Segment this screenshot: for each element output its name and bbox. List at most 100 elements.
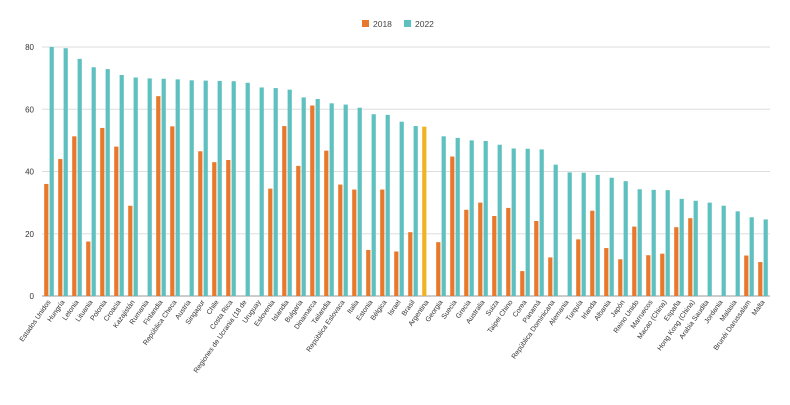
bar-2018-34: [520, 271, 525, 296]
bar-2022-2: [77, 58, 82, 296]
bar-2018-22: [352, 189, 357, 296]
bar-2022-34: [525, 148, 530, 296]
bar-2022-44: [665, 190, 670, 296]
bar-2018-3: [86, 241, 91, 296]
bar-2018-35: [534, 220, 539, 296]
bar-2018-50: [744, 255, 749, 296]
bar-2018-0: [44, 183, 49, 296]
bar-2018-45: [674, 227, 679, 296]
bar-2022-8: [161, 78, 166, 296]
bar-2022-37: [567, 172, 572, 296]
bar-2018-24: [380, 189, 385, 296]
bars: [44, 47, 768, 297]
bar-2022-12: [217, 80, 222, 297]
y-tick-label: 40: [25, 168, 34, 177]
bar-2018-16: [268, 188, 273, 296]
bar-2022-25: [399, 121, 404, 296]
bar-2022-15: [259, 87, 264, 297]
bar-2022-23: [371, 114, 376, 296]
bar-2018-42: [632, 226, 637, 296]
bar-2018-9: [170, 126, 175, 297]
legend-label: 2022: [415, 19, 434, 29]
legend: 2018 2022: [362, 19, 434, 29]
bar-2018-1: [58, 159, 63, 296]
bar-2018-46: [688, 218, 693, 296]
bar-2022-39: [595, 174, 600, 296]
bar-2022-4: [105, 69, 110, 296]
bar-2022-36: [553, 164, 558, 296]
bar-2022-42: [637, 189, 642, 296]
bar-2018-2: [72, 136, 77, 296]
bar-2018-30: [464, 209, 469, 296]
bar-2018-40: [604, 248, 609, 296]
bar-2022-18: [301, 97, 306, 296]
bar-2018-51: [758, 262, 763, 296]
legend-swatch-2018: [362, 20, 369, 27]
y-tick-label: 80: [25, 43, 34, 52]
bar-2022-1: [63, 48, 68, 297]
bar-2022-35: [539, 149, 544, 296]
bar-2022-17: [287, 89, 292, 296]
bar-2022-38: [581, 172, 586, 296]
bar-2022-32: [497, 144, 502, 296]
bar-2018-21: [338, 184, 343, 296]
bar-2022-22: [357, 107, 362, 296]
legend-swatch-2022: [404, 20, 411, 27]
bar-2018-41: [618, 259, 623, 296]
bar-2022-24: [385, 114, 390, 296]
bar-2022-28: [441, 136, 446, 296]
bar-2022-50: [749, 217, 754, 296]
bar-2022-10: [189, 80, 194, 297]
bar-2018-33: [506, 207, 511, 296]
bar-2018-32: [492, 216, 497, 296]
bar-2018-12: [212, 162, 217, 296]
bar-2022-46: [693, 200, 698, 296]
bar-2018-18: [296, 165, 301, 296]
bar-2018-4: [100, 127, 105, 296]
bar-2022-40: [609, 177, 614, 296]
y-tick-label: 0: [30, 292, 35, 301]
bar-2022-6: [133, 77, 138, 296]
bar-2018-23: [366, 249, 371, 296]
bar-2022-3: [91, 67, 96, 296]
bar-2022-14: [245, 82, 250, 296]
bar-2022-21: [343, 104, 348, 296]
bar-2022-31: [483, 140, 488, 296]
bar-2018-17: [282, 126, 287, 297]
bar-2018-36: [548, 257, 553, 296]
bar-2018-28: [436, 242, 441, 296]
bar-2018-29: [450, 156, 455, 296]
bar-2022-11: [203, 80, 208, 297]
bar-2018-25: [394, 251, 399, 296]
bar-2018-20: [324, 150, 329, 296]
bar-2018-8: [156, 96, 161, 297]
legend-label: 2018: [373, 19, 392, 29]
bar-2022-45: [679, 198, 684, 296]
bar-2022-48: [721, 205, 726, 296]
bar-2022-29: [455, 137, 460, 296]
bar-2022-13: [231, 81, 236, 296]
bar-2022-51: [763, 219, 768, 296]
bar-2022-43: [651, 189, 656, 296]
bar-2022-47: [707, 202, 712, 296]
bar-2022-9: [175, 79, 180, 297]
x-tick-label: Malta: [751, 299, 767, 317]
bar-2022-26: [413, 126, 418, 297]
bar-2018-19: [310, 105, 315, 296]
bar-2022-20: [329, 103, 334, 297]
bar-2022-19: [315, 98, 320, 296]
bar-2018-43: [646, 255, 651, 296]
bar-2022-7: [147, 78, 152, 296]
bar-2022-5: [119, 75, 124, 296]
bar-2018-31: [478, 202, 483, 296]
y-tick-label: 60: [25, 105, 34, 114]
bar-2018-44: [660, 253, 665, 296]
bar-2018-26: [408, 232, 413, 296]
y-axis: 0 20 40 60 80: [25, 43, 34, 301]
x-axis: Estados UnidosHungríaLetoniaLituaniaPolo…: [19, 299, 767, 375]
y-tick-label: 20: [25, 230, 34, 239]
bar-2018-39: [590, 210, 595, 296]
bar-2022-33: [511, 148, 516, 296]
